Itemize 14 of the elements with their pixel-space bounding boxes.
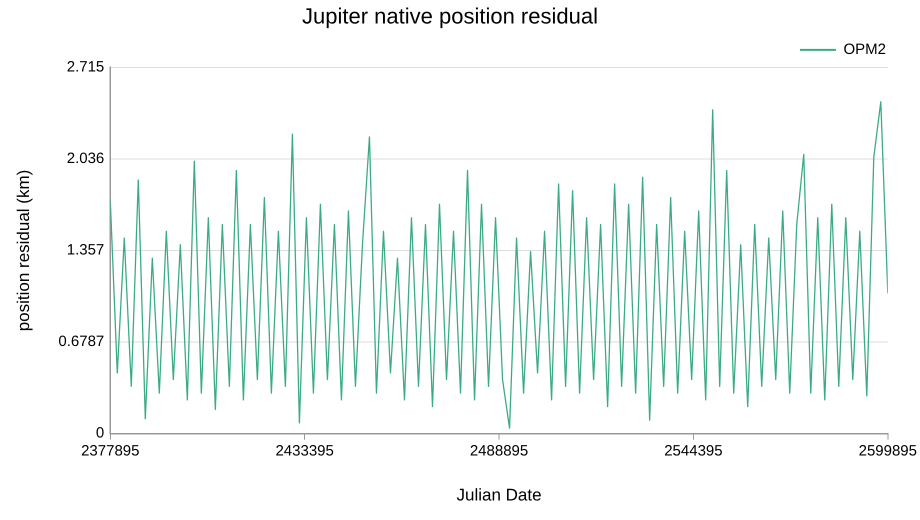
y-tick-label: 0.6787 <box>58 333 104 350</box>
y-tick-label: 0 <box>96 424 104 442</box>
x-tick-label: 2488895 <box>470 442 528 460</box>
y-axis-title: position residual (km) <box>14 170 33 332</box>
x-axis-title: Julian Date <box>456 485 542 504</box>
x-tick-label: 2377895 <box>81 442 140 460</box>
chart-title: Jupiter native position residual <box>302 3 598 28</box>
legend-label: OPM2 <box>843 41 886 58</box>
y-tick-label: 1.357 <box>66 242 104 259</box>
y-tick-label: 2.715 <box>66 58 104 76</box>
y-tick-label: 2.036 <box>66 150 104 168</box>
x-tick-label: 2433395 <box>275 442 334 460</box>
x-tick-label: 2599895 <box>858 442 918 460</box>
x-tick-label: 2544395 <box>664 442 723 460</box>
